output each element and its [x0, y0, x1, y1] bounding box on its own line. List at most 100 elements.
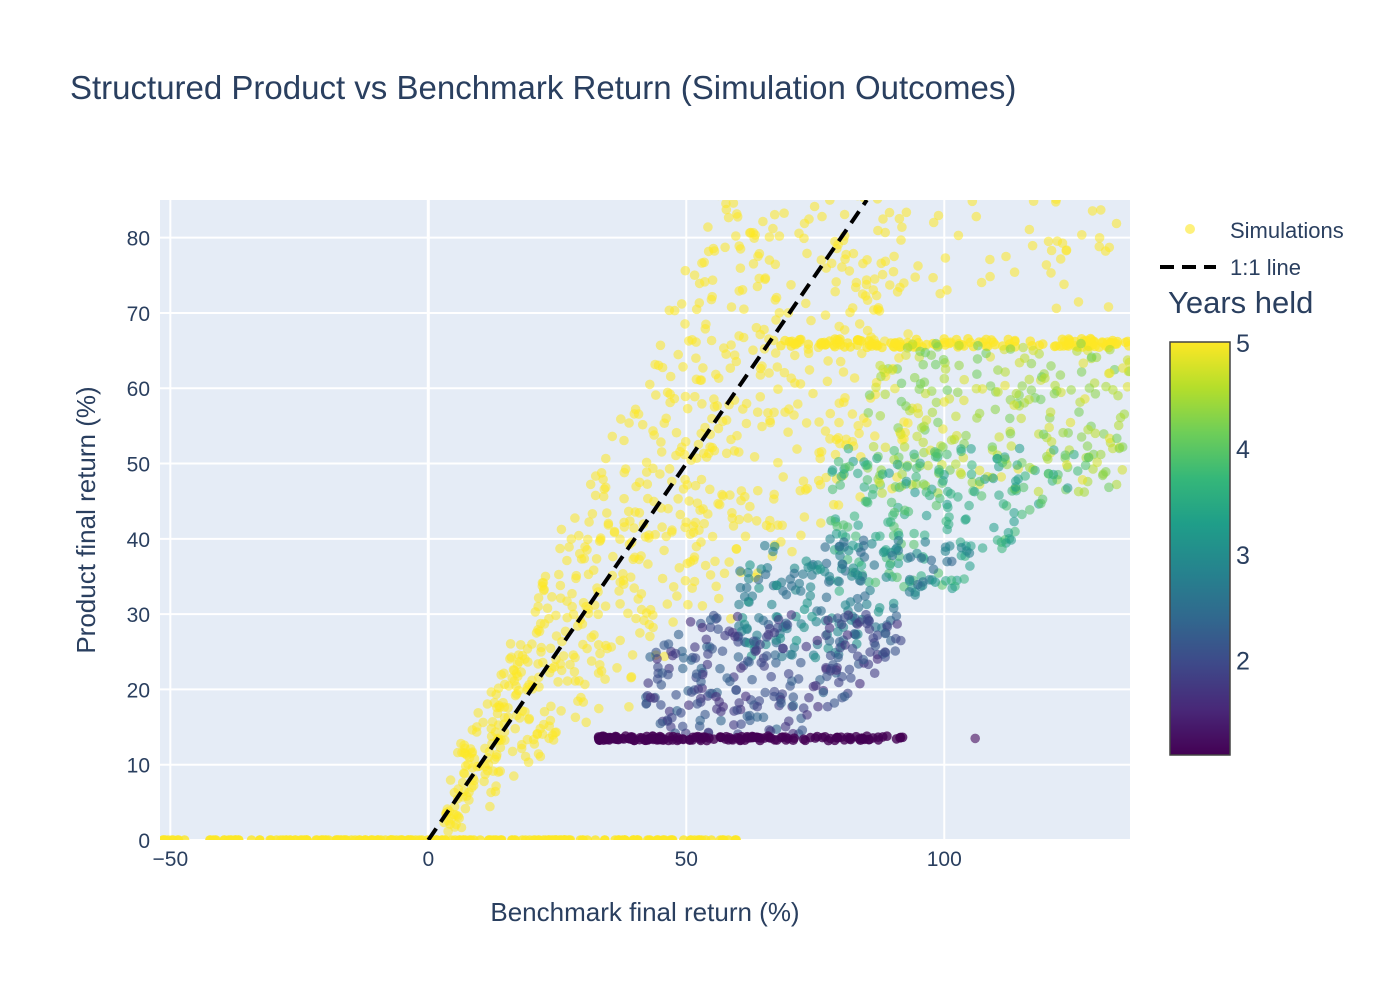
- sim-point: [972, 369, 982, 380]
- sim-point: [930, 577, 941, 587]
- sim-point: [728, 521, 739, 531]
- sim-point: [890, 646, 901, 656]
- sim-point: [706, 835, 717, 840]
- sim-point: [587, 509, 598, 519]
- sim-point: [862, 475, 873, 485]
- sim-point: [779, 367, 790, 378]
- sim-point: [784, 404, 794, 414]
- sim-point: [921, 510, 932, 521]
- sim-point: [981, 334, 991, 345]
- sim-point: [731, 544, 742, 554]
- sim-point: [700, 560, 711, 571]
- colorbar-tick-label: 3: [1236, 542, 1250, 570]
- sim-point: [691, 374, 702, 385]
- sim-point: [742, 623, 752, 634]
- sim-point: [741, 398, 752, 409]
- sim-point: [862, 460, 873, 470]
- sim-point: [813, 701, 823, 712]
- sim-point: [853, 420, 863, 431]
- sim-point: [551, 631, 562, 641]
- sim-point: [627, 650, 638, 660]
- sim-point: [566, 534, 577, 544]
- sim-point: [1033, 486, 1044, 497]
- sim-point: [643, 559, 653, 569]
- sim-point: [864, 336, 874, 346]
- sim-point: [625, 516, 635, 526]
- sim-point: [583, 534, 593, 545]
- sim-point: [556, 665, 567, 676]
- sim-point: [697, 622, 708, 633]
- sim-point: [884, 468, 894, 479]
- sim-point: [701, 634, 712, 645]
- legend[interactable]: Simulations 1:1 line: [1160, 218, 1344, 280]
- sim-point: [757, 421, 767, 432]
- sim-point: [840, 254, 850, 264]
- sim-point: [530, 607, 541, 617]
- sim-point: [767, 599, 777, 610]
- sim-point: [685, 529, 696, 539]
- sim-point: [707, 531, 718, 542]
- sim-point: [758, 216, 768, 227]
- sim-point: [589, 630, 599, 640]
- sim-point: [776, 698, 786, 708]
- sim-point: [1025, 505, 1035, 515]
- sim-point: [586, 656, 597, 666]
- sim-point: [705, 615, 716, 625]
- sim-point: [492, 708, 503, 719]
- sim-point: [645, 652, 655, 662]
- sim-point: [901, 350, 911, 361]
- sim-point: [1101, 467, 1111, 477]
- colorbar-gradient: [1169, 341, 1231, 756]
- sim-point: [885, 280, 895, 290]
- sim-point: [591, 554, 602, 564]
- sim-point: [631, 613, 641, 624]
- sim-point: [933, 210, 944, 221]
- sim-point: [754, 273, 764, 284]
- sim-point: [972, 354, 983, 364]
- sim-point: [833, 456, 844, 467]
- sim-point: [705, 622, 716, 633]
- sim-point: [870, 431, 880, 441]
- sim-point: [594, 536, 605, 546]
- sim-point: [539, 585, 549, 596]
- sim-point: [847, 409, 858, 419]
- sim-point: [976, 277, 987, 288]
- sim-point: [911, 479, 922, 489]
- sim-point: [657, 362, 668, 373]
- sim-point: [787, 650, 797, 660]
- sim-point: [821, 558, 832, 569]
- sim-point: [823, 643, 833, 654]
- sim-point: [485, 801, 495, 812]
- sim-point: [889, 251, 899, 262]
- sim-point: [726, 734, 737, 744]
- sim-point: [944, 512, 954, 522]
- sim-point: [798, 569, 808, 579]
- sim-point: [533, 593, 544, 603]
- sim-point: [907, 339, 918, 350]
- sim-point: [793, 399, 803, 409]
- sim-point: [656, 437, 666, 447]
- sim-point: [1028, 200, 1039, 206]
- legend-label-simulations[interactable]: Simulations: [1230, 218, 1344, 243]
- sim-point: [598, 491, 609, 502]
- sim-point: [823, 356, 833, 366]
- sim-point: [642, 479, 653, 490]
- sim-point: [778, 586, 788, 596]
- sim-point: [1030, 465, 1040, 476]
- sim-point: [939, 373, 950, 384]
- sim-point: [796, 530, 806, 541]
- sim-point: [832, 521, 843, 532]
- x-tick-label: 50: [675, 848, 698, 871]
- sim-point: [854, 617, 865, 627]
- sim-point: [1026, 385, 1037, 396]
- sim-point: [880, 647, 890, 657]
- legend-label-1-1-line[interactable]: 1:1 line: [1230, 255, 1301, 280]
- sim-point: [873, 735, 884, 745]
- sim-point: [690, 480, 701, 491]
- sim-point: [843, 443, 854, 454]
- sim-point: [655, 340, 666, 351]
- sim-point: [846, 673, 856, 683]
- sim-point: [872, 200, 883, 204]
- sim-point: [619, 435, 629, 446]
- sim-point: [558, 835, 569, 840]
